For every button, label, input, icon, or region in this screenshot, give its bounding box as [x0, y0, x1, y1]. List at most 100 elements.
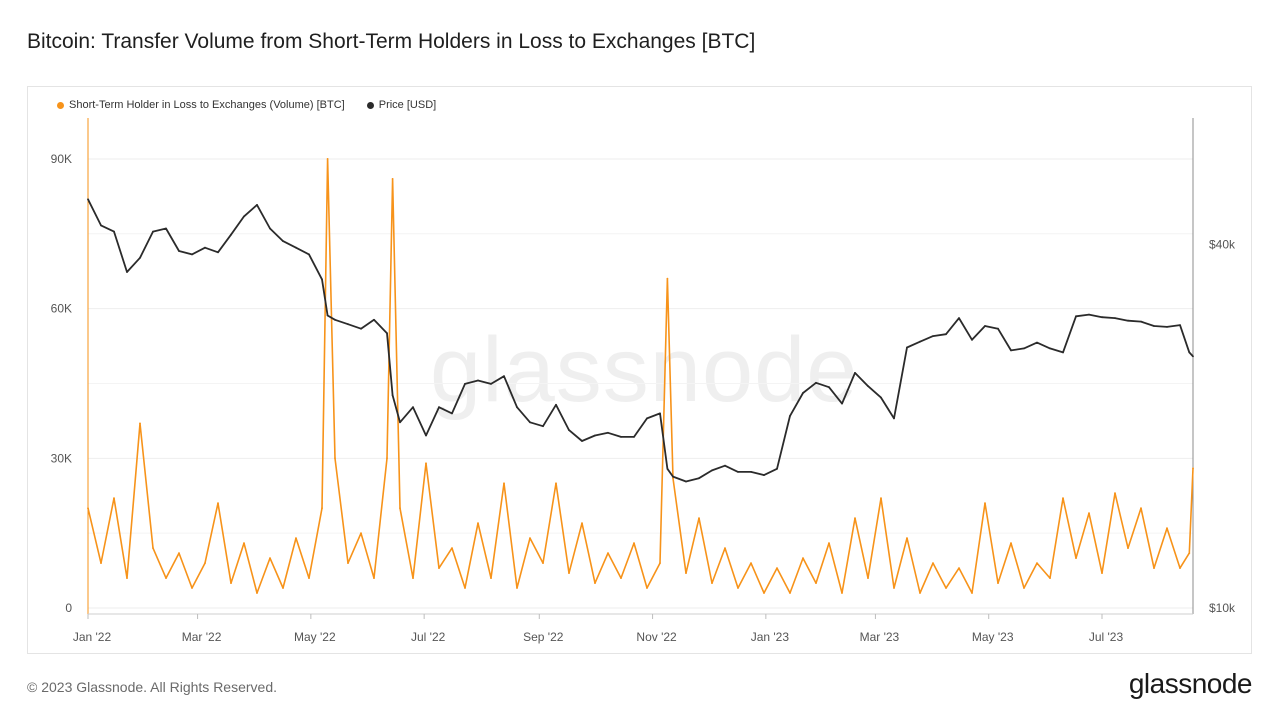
data-point-volume	[789, 592, 791, 594]
data-point-price	[789, 415, 791, 417]
legend-item-volume[interactable]: Short-Term Holder in Loss to Exchanges (…	[57, 99, 345, 111]
legend-label-price: Price [USD]	[378, 99, 437, 111]
data-point-volume	[1188, 552, 1191, 554]
data-point-price	[666, 467, 669, 470]
data-point-price	[529, 421, 531, 424]
data-point-volume	[711, 582, 713, 584]
data-point-volume	[326, 158, 329, 160]
data-point-price	[763, 474, 765, 476]
data-point-price	[815, 381, 817, 384]
data-point-volume	[1192, 467, 1194, 470]
data-point-price	[1166, 326, 1168, 328]
data-point-volume	[685, 572, 687, 574]
data-point-volume	[646, 587, 648, 589]
data-point-price	[802, 392, 804, 394]
data-point-volume	[867, 577, 869, 579]
data-point-price	[412, 406, 414, 409]
data-point-price	[854, 372, 856, 374]
data-point-volume	[412, 577, 414, 579]
data-point-price	[87, 198, 89, 201]
x-tick-label: Jan '23	[751, 630, 790, 644]
data-point-volume	[672, 477, 674, 480]
data-point-price	[360, 327, 362, 330]
data-point-price	[1188, 351, 1191, 354]
data-point-price	[1062, 351, 1064, 354]
data-point-volume	[594, 582, 596, 584]
x-tick-label: Jul '23	[1089, 630, 1124, 644]
data-point-volume	[1114, 492, 1116, 495]
data-point-volume	[763, 592, 765, 594]
data-point-price	[243, 215, 245, 218]
data-point-volume	[659, 562, 661, 564]
data-point-price	[1088, 313, 1090, 316]
data-point-price	[698, 477, 700, 480]
data-point-price	[1179, 324, 1181, 326]
data-point-volume	[568, 572, 570, 574]
data-point-price	[503, 375, 505, 378]
x-tick-label: Sep '22	[523, 630, 564, 644]
x-tick-label: May '23	[972, 630, 1014, 644]
data-point-volume	[529, 537, 531, 539]
data-point-price	[1036, 341, 1038, 344]
data-point-price	[880, 396, 882, 399]
legend-label-volume: Short-Term Holder in Loss to Exchanges (…	[69, 99, 345, 111]
data-point-price	[958, 317, 960, 319]
data-point-volume	[243, 542, 245, 544]
data-point-price	[126, 271, 128, 273]
data-point-volume	[698, 517, 700, 520]
data-point-volume	[347, 562, 349, 564]
data-point-volume	[945, 587, 947, 589]
data-point-volume	[282, 587, 284, 589]
chart-title: Bitcoin: Transfer Volume from Short-Term…	[27, 30, 756, 53]
data-point-price	[1127, 319, 1129, 322]
data-point-price	[308, 253, 310, 256]
data-point-volume	[204, 562, 206, 564]
data-point-volume	[880, 497, 882, 500]
data-point-price	[1153, 325, 1155, 327]
data-point-volume	[607, 552, 609, 554]
data-point-price	[1075, 315, 1077, 318]
data-point-volume	[438, 567, 440, 569]
data-point-price	[828, 386, 830, 389]
data-point-price	[620, 436, 622, 438]
data-point-volume	[841, 592, 843, 594]
data-point-price	[477, 379, 479, 382]
data-point-price	[685, 480, 687, 483]
data-point-price	[867, 385, 869, 387]
data-point-volume	[1153, 567, 1155, 569]
data-point-volume	[399, 507, 401, 510]
data-point-price	[282, 240, 284, 243]
data-point-volume	[542, 562, 544, 564]
data-point-price	[326, 314, 329, 317]
y-right-tick-label: $10k	[1209, 601, 1236, 615]
data-point-volume	[1036, 562, 1038, 564]
data-point-price	[997, 327, 999, 330]
data-point-volume	[178, 552, 180, 554]
data-point-price	[568, 429, 570, 431]
x-tick-label: Jan '22	[73, 630, 112, 644]
data-point-price	[906, 346, 908, 349]
glassnode-logo[interactable]: glassnode	[1128, 668, 1253, 699]
data-point-price	[178, 250, 180, 252]
data-point-price	[984, 325, 986, 327]
data-point-price	[490, 383, 492, 385]
data-point-volume	[490, 577, 492, 579]
data-point-volume	[165, 577, 167, 579]
data-point-volume	[666, 277, 669, 280]
data-point-volume	[1127, 547, 1129, 549]
data-point-volume	[932, 562, 934, 564]
copyright-text: © 2023 Glassnode. All Rights Reserved.	[27, 679, 278, 695]
data-point-price	[1101, 316, 1103, 319]
data-point-volume	[1023, 587, 1025, 589]
series-line-price	[87, 198, 1194, 483]
y-left-tick-label: 0	[65, 601, 72, 615]
data-point-price	[230, 233, 232, 236]
data-point-price	[451, 412, 453, 415]
data-point-price	[391, 394, 394, 397]
data-point-volume	[971, 592, 973, 594]
legend-item-price[interactable]: Price [USD]	[366, 99, 437, 111]
data-point-price	[139, 256, 141, 259]
data-point-price	[373, 318, 375, 321]
data-point-volume	[100, 562, 102, 564]
